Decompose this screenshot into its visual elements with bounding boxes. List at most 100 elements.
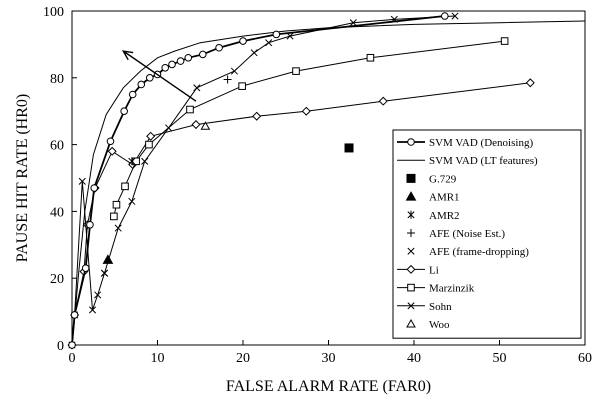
data-point [292, 67, 300, 75]
legend-box [392, 129, 582, 339]
legend-item: SVM VAD (Denoising) [397, 137, 533, 149]
series-layer [67, 12, 586, 350]
y-tick-label: 60 [50, 139, 64, 154]
data-point [132, 157, 140, 166]
data-point [107, 146, 117, 156]
series-woo [200, 121, 211, 130]
data-point [137, 80, 146, 89]
legend-item: Sohn [397, 301, 452, 313]
data-point [250, 49, 258, 57]
data-point [78, 177, 86, 185]
data-point [215, 43, 223, 52]
data-point [121, 182, 129, 191]
y-tick-label: 0 [57, 339, 64, 354]
data-point [100, 269, 109, 277]
legend-label: Sohn [429, 301, 452, 313]
data-point [191, 120, 201, 130]
data-point [161, 63, 169, 72]
legend-marker [406, 173, 416, 183]
legend-label: AMR1 [429, 192, 460, 204]
data-point [265, 39, 273, 47]
series-line [71, 15, 456, 346]
legend-label: Woo [429, 319, 450, 331]
x-tick-label: 30 [322, 351, 336, 366]
data-point [81, 264, 90, 272]
legend-marker [407, 229, 415, 237]
data-point [230, 67, 239, 75]
legend-label: AMR2 [429, 210, 460, 222]
data-point [128, 197, 136, 205]
axes: 0 10 20 30 40 50 60 0 20 40 60 80 100 [43, 5, 592, 366]
data-point [86, 220, 94, 229]
data-point [186, 105, 194, 114]
legend-marker [405, 191, 417, 201]
legend-item: AFE (frame-dropping) [407, 246, 529, 258]
data-point [128, 157, 136, 166]
data-point [272, 30, 281, 39]
legend: SVM VAD (Denoising) SVM VAD (LT features)… [392, 129, 582, 339]
data-point [88, 306, 97, 314]
data-point [176, 57, 185, 65]
data-point [525, 78, 535, 88]
data-point [451, 12, 459, 20]
data-point [199, 50, 207, 59]
data-point [110, 212, 118, 221]
data-point [500, 37, 509, 45]
y-tick-label: 100 [43, 5, 64, 20]
series-amr2 [128, 157, 136, 166]
data-point [440, 12, 449, 20]
y-axis-title: PAUSE HIT RATE (HR0) [14, 94, 31, 262]
data-point [344, 143, 354, 153]
legend-label: SVM VAD (Denoising) [429, 137, 533, 149]
direction-arrow [121, 50, 197, 102]
y-tick-label: 80 [50, 72, 64, 87]
legend-item: Woo [406, 318, 450, 331]
data-point [141, 157, 149, 165]
legend-item: G.729 [406, 173, 457, 185]
legend-label: Li [429, 264, 439, 276]
data-point [112, 200, 121, 209]
data-point [120, 107, 128, 115]
legend-item: SVM VAD (LT features) [397, 155, 538, 167]
legend-marker [407, 210, 415, 219]
legend-item: Li [397, 264, 439, 276]
data-point [349, 19, 357, 27]
legend-label: SVM VAD (LT features) [429, 155, 538, 167]
data-point [238, 82, 246, 90]
data-point [366, 53, 375, 62]
legend-item: AMR2 [407, 210, 460, 222]
x-tick-label: 20 [236, 351, 250, 366]
legend-item: AMR1 [405, 191, 460, 204]
series-afe-noise-est [223, 75, 232, 84]
series-g-729 [344, 143, 354, 153]
x-tick-label: 60 [578, 351, 592, 366]
data-point [193, 84, 201, 92]
series-line [71, 20, 586, 346]
data-point [200, 121, 211, 130]
legend-marker [407, 247, 415, 255]
x-tick-label: 10 [151, 351, 165, 366]
data-point [146, 131, 156, 141]
x-tick-label: 40 [407, 351, 421, 366]
data-point [252, 111, 262, 121]
data-point [94, 291, 102, 299]
data-point [239, 37, 247, 45]
series-amr1 [102, 254, 114, 264]
data-point [102, 254, 114, 264]
data-point [68, 341, 76, 349]
data-point [128, 90, 137, 99]
data-point [223, 75, 232, 84]
data-point [301, 106, 311, 116]
legend-marker [407, 283, 415, 292]
data-point [378, 96, 388, 106]
data-point [114, 224, 122, 232]
legend-label: G.729 [429, 173, 457, 185]
x-tick-label: 50 [493, 351, 507, 366]
legend-label: AFE (Noise Est.) [429, 228, 505, 240]
x-axis-title: FALSE ALARM RATE (FAR0) [226, 378, 431, 395]
series-svm-vad-denoising [68, 12, 449, 349]
legend-marker [406, 318, 416, 328]
legend-marker [406, 264, 416, 274]
data-point [146, 74, 154, 82]
